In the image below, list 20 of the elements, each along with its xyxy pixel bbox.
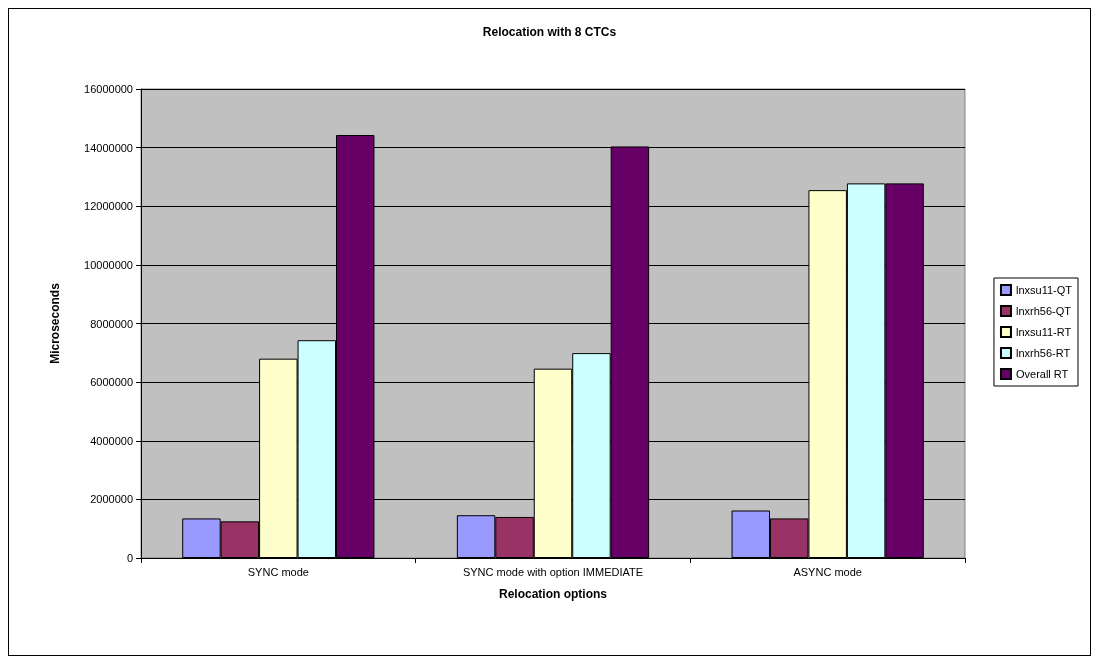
y-tick-label: 16000000 <box>84 83 133 95</box>
chart-title: Relocation with 8 CTCs <box>482 25 617 39</box>
y-tick-label: 14000000 <box>84 141 133 154</box>
legend-label: lnxrh56-RT <box>1015 347 1071 359</box>
y-tick-label: 10000000 <box>84 258 133 271</box>
y-tick-label: 0 <box>126 552 133 564</box>
x-axis-title: Relocation options <box>499 587 608 601</box>
y-tick-label: 12000000 <box>84 200 133 213</box>
y-axis-title: Microseconds <box>48 282 62 364</box>
y-tick-label: 2000000 <box>90 493 133 506</box>
x-tick-label: SYNC mode <box>247 565 309 578</box>
x-tick-label: SYNC mode with option IMMEDIATE <box>462 565 644 578</box>
y-tick-label: 4000000 <box>90 434 133 447</box>
legend-label: lnxsu11-QT <box>1015 284 1073 296</box>
legend-label: lnxsu11-RT <box>1015 326 1072 338</box>
legend-label: Overall RT <box>1015 368 1069 380</box>
y-tick-label: 8000000 <box>90 317 133 330</box>
legend-label: lnxrh56-QT <box>1015 305 1072 317</box>
x-tick-label: ASYNC mode <box>793 565 862 578</box>
y-tick-label: 6000000 <box>90 376 133 389</box>
